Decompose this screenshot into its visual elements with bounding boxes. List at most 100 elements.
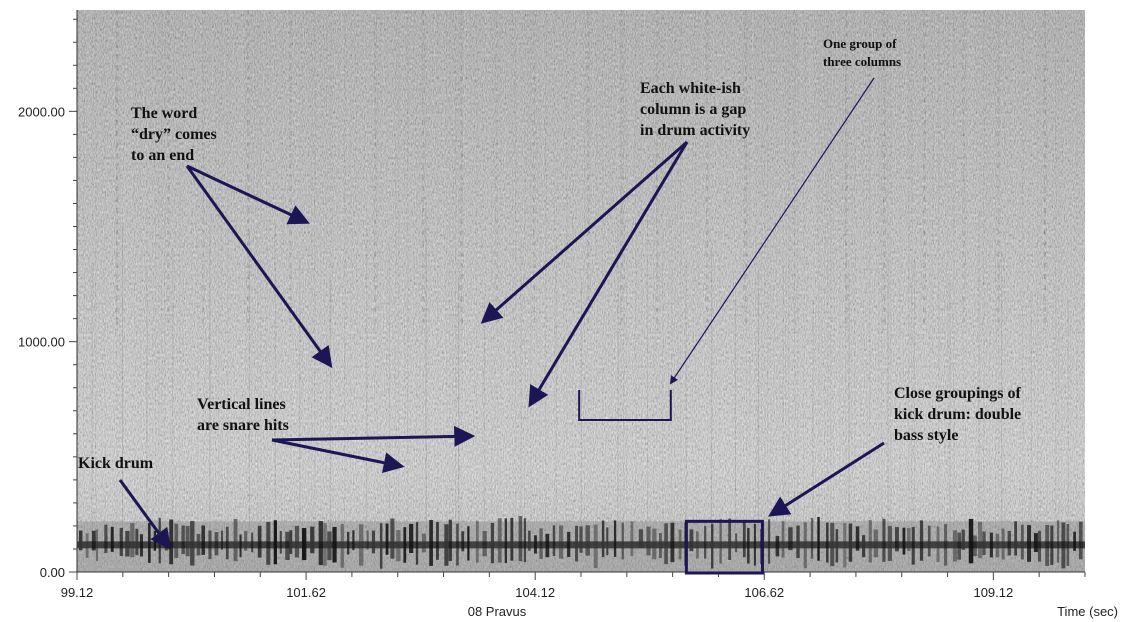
annotation-text: Close groupings of [894, 385, 1022, 402]
kick-hit [873, 529, 879, 558]
annotation-white-columns: Each white-ish column is a gap in drum act… [480, 80, 750, 408]
kick-hit [768, 519, 771, 564]
kick-hit [225, 526, 229, 560]
kick-hit [788, 527, 793, 551]
kick-hit [972, 535, 977, 557]
kick-hit [601, 520, 605, 558]
kick-hit [190, 521, 195, 566]
kick-hit [244, 530, 248, 551]
annotation-arrow [528, 141, 689, 408]
kick-hit [826, 522, 829, 563]
kick-hit [696, 531, 699, 559]
kick-hit [119, 527, 123, 556]
kick-hit [461, 531, 465, 552]
kick-hit [606, 527, 609, 556]
kick-hit [220, 530, 224, 550]
kick-hit [704, 525, 707, 559]
kick-hit [753, 523, 756, 566]
kick-hit [289, 530, 293, 554]
kick-hit [830, 522, 835, 567]
kick-hit [301, 528, 307, 561]
kick-hit [490, 522, 495, 564]
annotation-arrow [669, 77, 875, 385]
kick-hit [944, 524, 948, 566]
annotation-text: to an end [131, 147, 194, 164]
kick-hit [130, 523, 135, 558]
kick-hit [735, 533, 738, 553]
kick-hit [1007, 530, 1011, 556]
kick-hit [396, 529, 401, 562]
annotation-double-bass: Close groupings of kick drum: double bass … [768, 385, 1022, 517]
kick-hit [371, 530, 376, 554]
kick-hit [475, 520, 479, 563]
kick-hit [868, 520, 872, 563]
kick-hit [181, 525, 185, 554]
kick-hit [185, 525, 190, 557]
kick-hit [279, 531, 282, 554]
kick-hit [989, 532, 993, 558]
kick-hit [567, 531, 571, 557]
kick-hit [952, 530, 958, 562]
kick-hit [1056, 520, 1060, 563]
annotation-arrow [271, 438, 405, 474]
kick-hit [646, 526, 651, 556]
kick-hit [579, 526, 583, 553]
kick-hit [1050, 525, 1054, 565]
x-tick-label: 101.62 [286, 585, 326, 600]
kick-hit [379, 523, 383, 569]
x-tick-label: 106.62 [744, 585, 784, 600]
kick-hit [148, 523, 151, 563]
kick-hit [630, 521, 634, 557]
kick-hit [545, 533, 550, 558]
kick-hit [318, 521, 323, 566]
kick-hit [534, 535, 537, 554]
kick-hit [390, 518, 395, 559]
kick-hit [366, 530, 369, 550]
kick-hit [719, 518, 722, 564]
annotation-text: One group of [823, 36, 897, 51]
kick-hit [728, 518, 732, 560]
kick-hit [125, 530, 130, 557]
y-tick-label: 2000.00 [18, 104, 65, 119]
kick-hit [1033, 533, 1038, 553]
kick-hit [961, 529, 965, 550]
kick-hit [575, 525, 579, 562]
kick-hit [1014, 521, 1018, 556]
annotation-text: kick drum: double [894, 406, 1021, 423]
kick-hit [110, 526, 114, 552]
kick-hit [421, 533, 426, 553]
x-axis-label: Time (sec) [1057, 604, 1118, 619]
annotation-arrow [271, 425, 476, 447]
kick-hit [658, 533, 662, 559]
kick-hit [104, 524, 108, 553]
kick-hit [936, 526, 940, 562]
kick-hit [552, 525, 556, 557]
kick-hit [862, 535, 866, 558]
kick-hit [1045, 525, 1050, 566]
x-tick-label: 99.12 [61, 585, 94, 600]
annotation-arrow [185, 165, 333, 369]
kick-hit [835, 529, 839, 563]
kick-hit [585, 525, 590, 556]
kick-hit [285, 531, 290, 561]
kick-hit [340, 524, 344, 568]
kick-hit [843, 523, 847, 568]
kick-hit [239, 534, 242, 558]
kick-hit [153, 530, 157, 551]
kick-hit [919, 520, 924, 561]
x-axis-caption: 08 Pravus [468, 604, 527, 619]
x-axis-ticks: 99.12 101.62 104.12 106.62 109.12 [61, 572, 1086, 600]
annotation-text: column is a gap [640, 101, 746, 118]
annotation-layer: The word “dry” comes to an end Vertical lin… [78, 36, 1022, 575]
kick-hit [456, 523, 459, 566]
kick-hit [294, 525, 300, 558]
kick-hit [621, 522, 624, 560]
kick-hit [518, 515, 523, 562]
kick-hit [201, 525, 205, 555]
kick-hit [848, 523, 853, 562]
kick-hit [251, 532, 254, 553]
annotation-kick-drum: Kick drum [78, 455, 172, 551]
kick-hit [711, 523, 714, 569]
kick-hit [467, 526, 470, 561]
